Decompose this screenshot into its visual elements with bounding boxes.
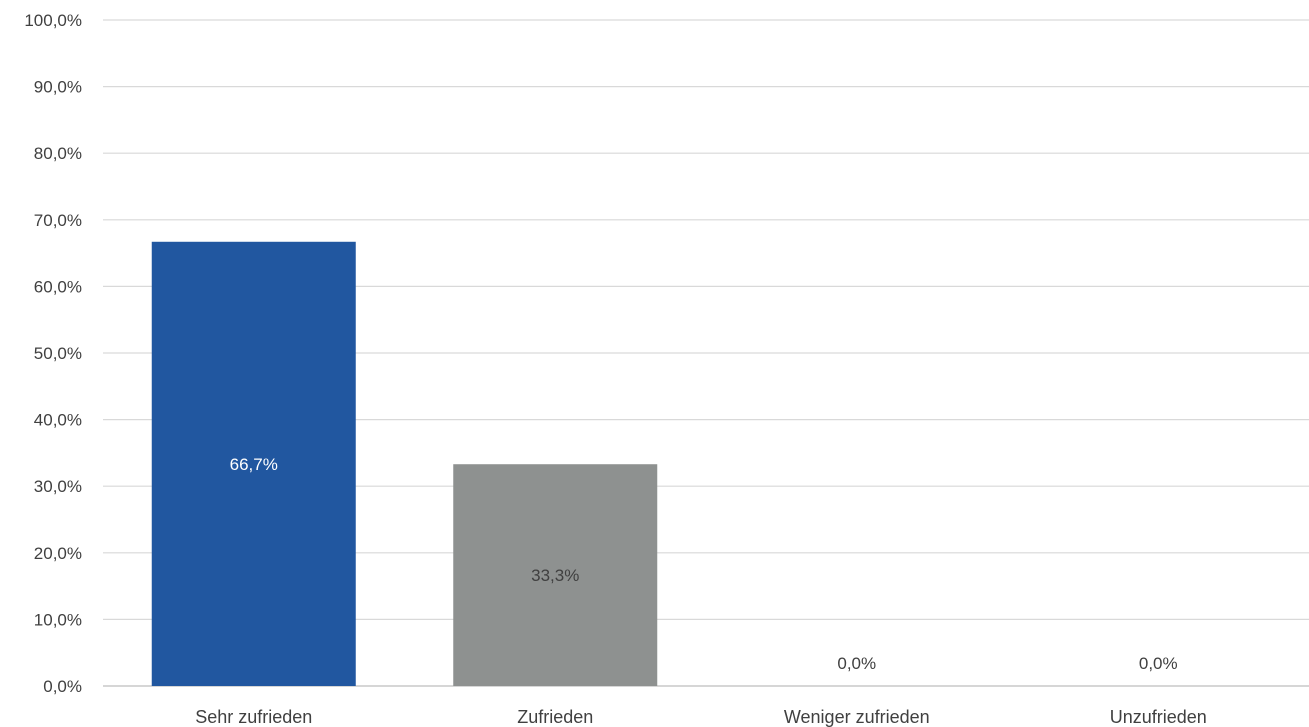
y-axis-tick-labels: 0,0% 10,0% 20,0% 30,0% 40,0% 50,0% 60,0% 70,0% 8… — [24, 11, 82, 696]
data-label: 0,0% — [837, 654, 876, 673]
y-tick-label: 0,0% — [43, 677, 82, 696]
x-category-label: Zufrieden — [517, 707, 593, 727]
y-tick-label: 80,0% — [34, 144, 82, 163]
bar — [453, 464, 658, 686]
y-tick-label: 50,0% — [34, 344, 82, 363]
y-tick-label: 20,0% — [34, 544, 82, 563]
bar — [151, 241, 356, 686]
data-label: 0,0% — [1139, 654, 1178, 673]
x-category-label: Unzufrieden — [1110, 707, 1207, 727]
x-category-label: Weniger zufrieden — [784, 707, 930, 727]
x-axis-category-labels: Sehr zufrieden Zufrieden Weniger zufrieden… — [195, 707, 1207, 727]
bars — [151, 241, 658, 686]
x-category-label: Sehr zufrieden — [195, 707, 312, 727]
y-tick-label: 40,0% — [34, 411, 82, 430]
y-tick-label: 70,0% — [34, 211, 82, 230]
y-tick-label: 90,0% — [34, 78, 82, 97]
data-label: 66,7% — [230, 455, 278, 474]
y-tick-label: 60,0% — [34, 277, 82, 296]
y-tick-label: 10,0% — [34, 610, 82, 629]
y-tick-label: 30,0% — [34, 477, 82, 496]
y-tick-label: 100,0% — [24, 11, 82, 30]
data-label: 33,3% — [531, 566, 579, 585]
data-labels: 66,7% 33,3% 0,0% 0,0% — [230, 455, 1178, 673]
